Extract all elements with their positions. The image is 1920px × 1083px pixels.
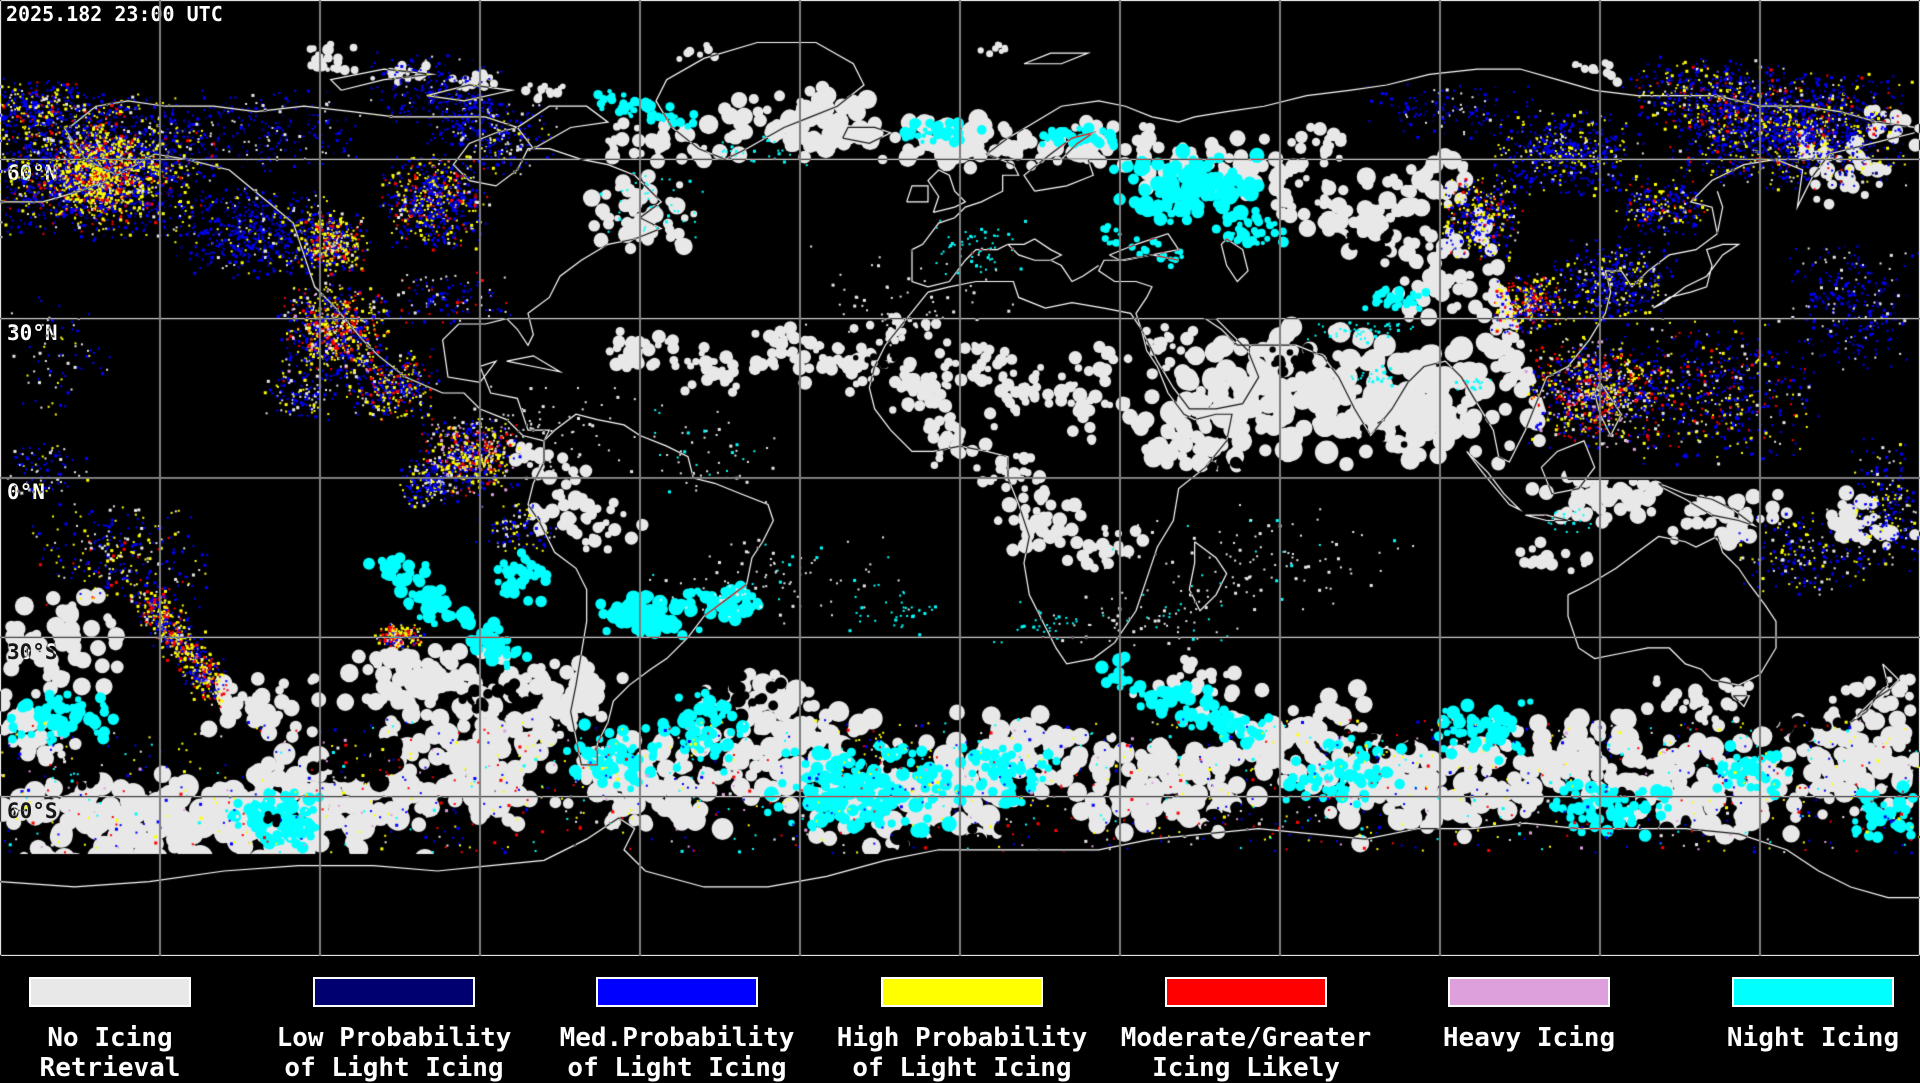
legend-item-low-probability: Low Probability of Light Icing <box>264 977 524 1083</box>
legend-item-high-probability: High Probability of Light Icing <box>832 977 1092 1083</box>
legend-label-line: of Light Icing <box>852 1053 1072 1083</box>
legend-item-night-icing: Night Icing <box>1683 977 1920 1053</box>
world-icing-map-canvas <box>0 0 1920 956</box>
latitude-label-30n: 30°N <box>7 321 58 345</box>
legend-label-line: Heavy Icing <box>1442 1023 1616 1053</box>
legend-swatch-high-probability <box>881 977 1043 1007</box>
legend-label-line: Moderate/Greater <box>1120 1023 1372 1053</box>
legend-label-line: Low Probability <box>276 1023 512 1053</box>
legend-swatch-moderate-greater <box>1165 977 1327 1007</box>
legend-label-line: of Light Icing <box>567 1053 787 1083</box>
legend-swatch-low-probability <box>313 977 475 1007</box>
legend-label-line: High Probability <box>836 1023 1088 1053</box>
legend-item-moderate-greater: Moderate/Greater Icing Likely <box>1116 977 1376 1083</box>
latitude-label-60s: 60°S <box>7 799 58 823</box>
legend-label-line: Med.Probability <box>559 1023 795 1053</box>
legend-label-line: Icing Likely <box>1152 1053 1340 1083</box>
legend-label-line: of Light Icing <box>284 1053 504 1083</box>
legend-swatch-med-probability <box>596 977 758 1007</box>
legend-swatch-night-icing <box>1732 977 1894 1007</box>
legend-item-no-icing-retrieval: No Icing Retrieval <box>0 977 240 1083</box>
legend-label-line: No Icing <box>47 1023 173 1053</box>
legend-swatch-no-icing <box>29 977 191 1007</box>
legend: No Icing Retrieval Low Probability of Ligh… <box>0 956 1920 1083</box>
legend-item-med-probability: Med.Probability of Light Icing <box>547 977 807 1083</box>
legend-swatch-heavy-icing <box>1448 977 1610 1007</box>
legend-label-line: Retrieval <box>39 1053 181 1083</box>
legend-item-heavy-icing: Heavy Icing <box>1399 977 1659 1053</box>
legend-label-line: Night Icing <box>1726 1023 1900 1053</box>
timestamp-label: 2025.182 23:00 UTC <box>6 2 223 26</box>
latitude-label-60n: 60°N <box>7 161 58 185</box>
latitude-label-30s: 30°S <box>7 640 58 664</box>
latitude-label-0n: 0°N <box>7 480 45 504</box>
